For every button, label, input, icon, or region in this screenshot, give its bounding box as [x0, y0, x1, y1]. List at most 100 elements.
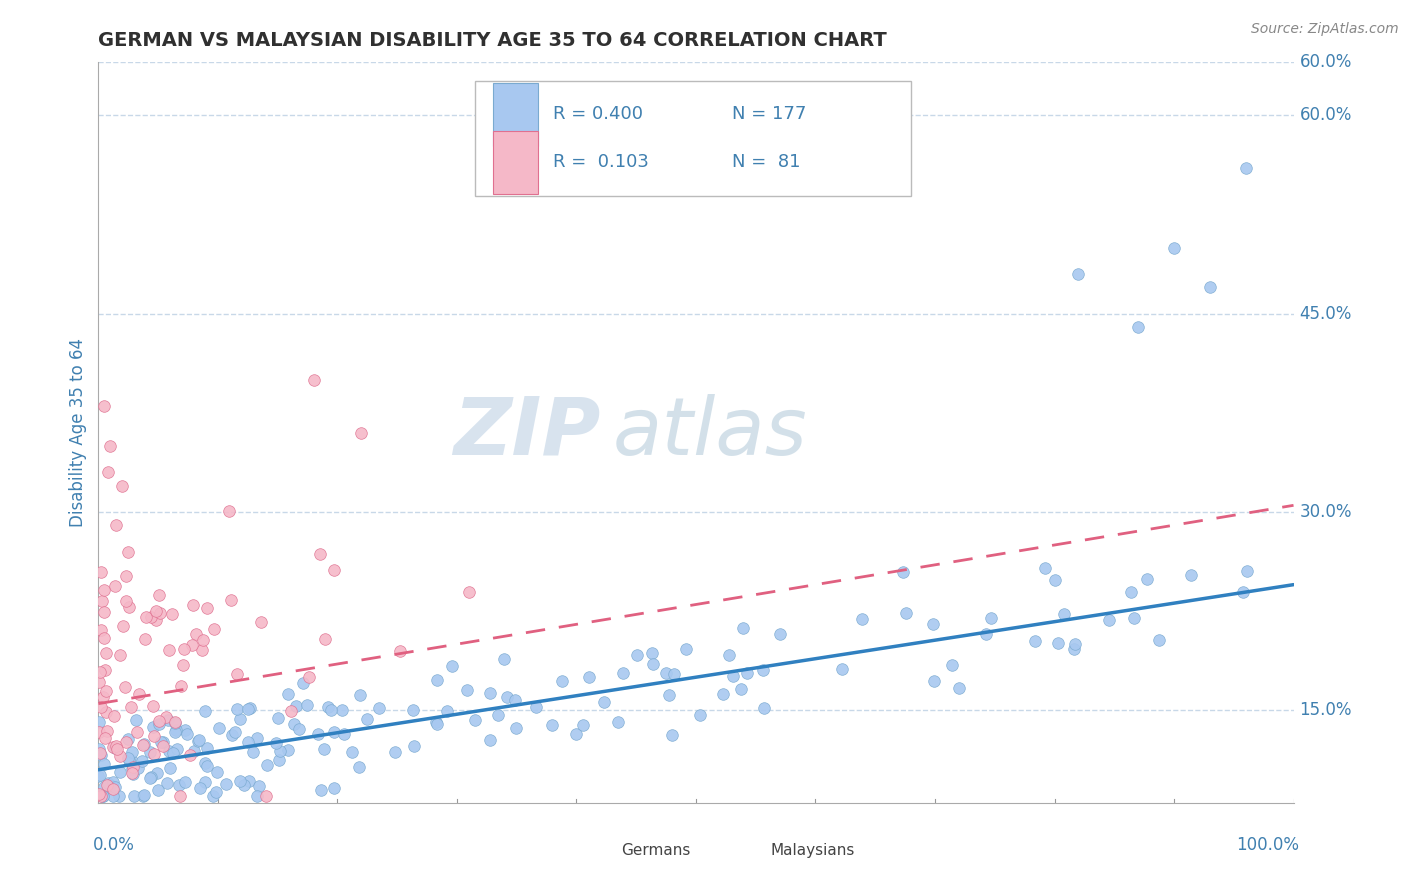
Point	[202, 623, 225, 637]
Text: R =  0.103: R = 0.103	[553, 153, 648, 171]
Point	[132, 789, 155, 803]
Y-axis label: Disability Age 35 to 64: Disability Age 35 to 64	[69, 338, 87, 527]
Point	[87, 675, 110, 690]
Point	[1234, 161, 1257, 176]
Point	[173, 641, 195, 656]
Point	[201, 789, 224, 804]
Point	[323, 780, 346, 795]
Point	[115, 734, 138, 748]
Point	[93, 399, 115, 413]
Point	[108, 648, 131, 662]
Point	[117, 753, 139, 767]
Point	[246, 789, 269, 804]
Point	[105, 742, 128, 756]
Point	[127, 760, 149, 774]
Point	[730, 681, 752, 696]
Point	[155, 710, 177, 724]
Point	[1024, 634, 1046, 648]
Point	[458, 585, 481, 599]
Point	[165, 724, 187, 739]
Point	[550, 673, 572, 688]
Point	[191, 643, 214, 657]
Point	[224, 725, 246, 739]
Point	[384, 745, 406, 759]
Point	[219, 592, 242, 607]
Point	[239, 701, 262, 715]
Point	[655, 666, 678, 681]
Point	[90, 700, 112, 714]
Point	[367, 701, 389, 715]
Text: 60.0%: 60.0%	[1299, 106, 1353, 124]
Point	[160, 607, 183, 622]
Point	[96, 723, 118, 738]
Point	[94, 731, 117, 745]
Point	[104, 578, 127, 592]
Point	[181, 599, 204, 613]
Point	[87, 769, 110, 783]
Text: 60.0%: 60.0%	[1299, 54, 1353, 71]
Point	[121, 763, 143, 777]
Point	[1098, 613, 1121, 627]
Point	[108, 749, 131, 764]
Point	[578, 670, 600, 684]
Point	[90, 789, 112, 804]
Point	[121, 766, 143, 780]
Point	[90, 789, 112, 804]
Point	[121, 766, 143, 780]
Point	[215, 777, 238, 791]
Point	[1232, 584, 1254, 599]
Point	[503, 693, 526, 707]
Point	[307, 727, 329, 741]
Point	[572, 717, 595, 731]
Point	[221, 728, 243, 742]
Point	[93, 780, 115, 794]
Point	[323, 563, 346, 577]
Point	[1064, 637, 1087, 651]
Point	[135, 609, 157, 624]
Point	[132, 789, 155, 804]
Point	[174, 775, 197, 789]
Point	[89, 665, 111, 680]
Point	[149, 606, 172, 620]
Point	[93, 605, 115, 619]
Point	[122, 760, 145, 774]
Point	[314, 742, 336, 756]
Text: GERMAN VS MALAYSIAN DISABILITY AGE 35 TO 64 CORRELATION CHART: GERMAN VS MALAYSIAN DISABILITY AGE 35 TO…	[98, 30, 887, 50]
Point	[247, 780, 270, 794]
Point	[204, 785, 226, 799]
Point	[91, 690, 114, 704]
Point	[540, 718, 562, 732]
Point	[342, 745, 364, 759]
Point	[593, 695, 616, 709]
Point	[145, 603, 167, 617]
Point	[148, 716, 170, 731]
Point	[689, 708, 711, 723]
Point	[122, 789, 145, 804]
Point	[948, 681, 970, 696]
Point	[733, 621, 755, 635]
Text: 30.0%: 30.0%	[1299, 503, 1353, 521]
Point	[308, 547, 330, 561]
Point	[93, 632, 115, 646]
Point	[93, 583, 115, 598]
Point	[98, 439, 122, 453]
Point	[165, 723, 187, 738]
Point	[104, 780, 127, 794]
Point	[921, 616, 943, 631]
Point	[456, 683, 478, 698]
Point	[980, 611, 1002, 625]
Point	[1128, 319, 1150, 334]
Point	[90, 747, 112, 762]
Point	[1147, 632, 1170, 647]
Point	[89, 767, 111, 781]
Point	[159, 744, 181, 758]
Point	[101, 774, 124, 789]
Point	[205, 765, 228, 780]
Text: R = 0.400: R = 0.400	[553, 105, 643, 123]
Point	[941, 658, 963, 673]
Point	[117, 750, 139, 764]
Point	[1199, 280, 1222, 294]
Point	[404, 739, 426, 753]
Point	[195, 759, 218, 773]
Point	[111, 618, 134, 632]
